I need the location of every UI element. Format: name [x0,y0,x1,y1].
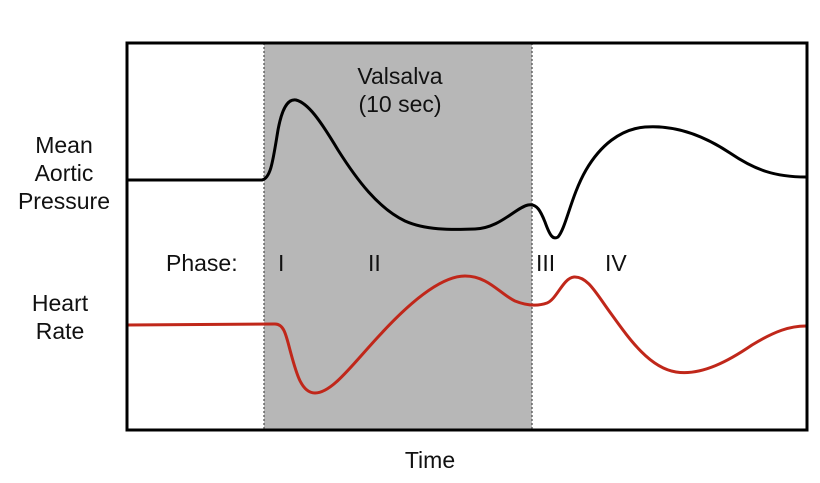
pressure-trace [125,98,808,240]
heart-rate-trace [125,274,808,395]
phase-label-iii: III [536,250,556,276]
label-line: (10 sec) [358,91,442,117]
label-line: Pressure [17,188,111,214]
phase-label-i: I [278,250,285,276]
x-axis-label: Time [404,447,456,473]
label-line: Aortic [34,160,94,186]
label-line: Heart [31,290,89,316]
phase-prefix: Phase: [166,250,238,276]
phase-label-ii: II [368,250,381,276]
label-line: Rate [35,318,85,344]
phase-label-iv: IV [605,250,627,276]
valsalva-label: Valsalva (10 sec) [330,62,470,118]
mean-aortic-pressure-label: Mean Aortic Pressure [8,131,120,215]
label-line: Mean [35,132,93,158]
plot-frame [125,41,809,432]
label-line: Valsalva [357,63,443,89]
heart-rate-label: Heart Rate [5,289,115,345]
